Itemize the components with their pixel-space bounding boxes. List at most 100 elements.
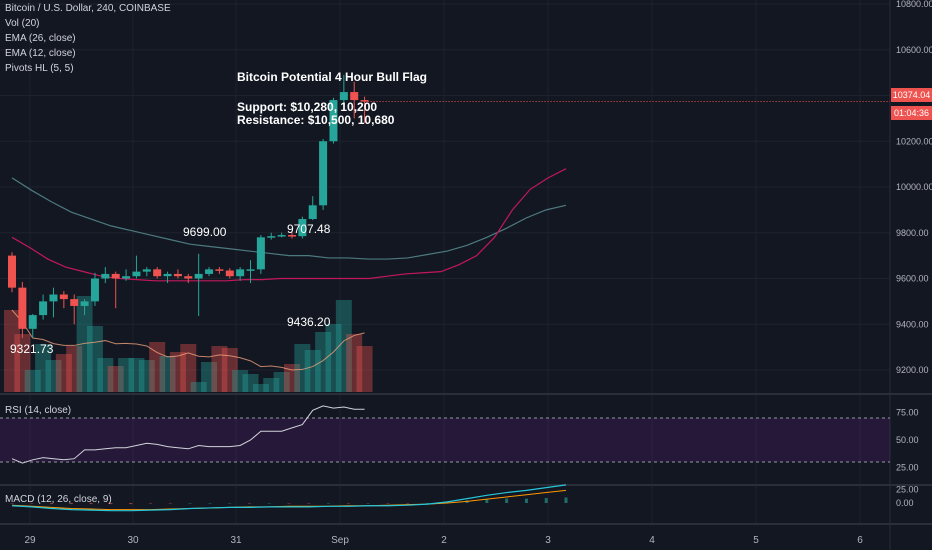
macd-line [11,484,567,512]
volume-bar [180,344,197,392]
x-tick-label: 6 [857,535,863,546]
volume-ma-line [11,309,365,371]
y-tick-label: 9800.00 [896,228,929,238]
volume-bar [304,350,321,392]
volume-bar [283,364,300,392]
volume-bar [346,334,363,392]
candle-body [267,236,276,238]
rsi-tick-label: 25.00 [896,463,919,473]
macd-histogram-bar [524,498,528,503]
candle-body [277,235,286,237]
macd-histogram-bar [10,503,14,504]
chart-legend: Bitcoin / U.S. Dollar, 240, COINBASE Vol… [5,1,171,76]
volume-bar [4,310,20,392]
candle-body [287,235,296,237]
macd-histogram-bar [327,503,331,504]
x-tick-label: 31 [230,535,242,546]
candle-body [319,141,328,206]
candle-body [28,315,37,329]
rsi-tick-label: 75.00 [896,408,919,418]
volume-bar [201,362,218,392]
pivot-high-label: 9699.00 [183,225,227,239]
candle-body [132,271,141,277]
volume-bar [55,354,72,392]
volume-bar [252,384,269,392]
volume-bar [128,358,145,392]
macd-histogram-bar [208,503,212,504]
x-tick-label: 30 [127,535,139,546]
rsi-label: RSI (14, close) [5,405,72,416]
macd-histogram-bar [366,503,370,504]
volume-bar [232,370,249,392]
macd-histogram-bar [485,499,489,503]
volume-bar [45,360,62,392]
volume-bar [221,348,238,392]
volume-bar [66,346,83,392]
current-price-tag: 10374.04 [891,88,932,102]
candle-body [173,273,182,277]
candle-body [59,294,68,300]
rsi-tick-label: 50.00 [896,435,919,445]
y-tick-label: 9600.00 [896,274,929,284]
countdown-tag: 01:04:36 [891,106,932,120]
annotation-resistance: Resistance: $10,500, 10,680 [237,113,395,127]
legend-symbol: Bitcoin / U.S. Dollar, 240, COINBASE [5,3,171,14]
candle-body [329,100,338,142]
macd-histogram-bar [307,503,311,504]
candle-body [194,273,203,279]
candle-body [236,269,245,277]
macd-histogram-bar [564,497,568,503]
pivot-low-label: 9436.20 [287,315,331,329]
volume-bar [14,334,31,392]
candle-body [80,301,89,306]
volume-bar [169,352,186,392]
volume-bar [159,356,176,392]
volume-bar [335,300,352,392]
y-tick-label: 10800.00 [896,0,932,9]
macd-label: MACD (12, 26, close, 9) [5,494,112,505]
annotation-title: Bitcoin Potential 4 Hour Bull Flag [237,70,428,84]
pivot-high-label: 9707.48 [287,222,331,236]
x-tick-label: Sep [331,535,349,546]
macd-histogram-bar [406,503,410,504]
x-tick-label: 5 [753,535,759,546]
candle-body [142,269,151,272]
macd-histogram-bar [346,503,350,504]
x-tick-label: 2 [441,535,447,546]
volume-bar [263,378,280,392]
legend-ema12: EMA (12, close) [5,48,76,59]
macd-histogram-bar [89,503,93,505]
macd-histogram-bar [505,498,509,503]
candle-body [39,301,48,316]
candle-body [298,219,307,237]
y-tick-label: 9400.00 [896,319,929,329]
x-tick-label: 29 [24,535,36,546]
candle-body [111,273,120,279]
candle-body [122,276,131,279]
macd-histogram-bar [30,503,34,504]
candle-body [70,299,79,306]
macd-histogram-bar [129,503,133,505]
y-tick-label: 10200.00 [896,136,932,146]
macd-histogram-bar [69,503,73,505]
candle-body [308,205,317,220]
volume-bar [24,370,41,392]
candle-body [101,273,110,279]
candle-body [163,273,172,277]
volume-bar [107,366,124,392]
volume-bar [211,346,228,392]
y-tick-label: 9200.00 [896,365,929,375]
candle-body [8,255,16,288]
macd-tick-label: 0.00 [896,498,914,508]
x-tick-label: 4 [649,535,655,546]
candle-body [153,269,162,277]
rsi-band [0,418,890,462]
macd-histogram-bar [50,503,54,505]
ema26-line [11,177,567,260]
macd-histogram-bar [247,503,251,504]
candle-body [205,269,214,274]
macd-histogram-bar [386,503,390,504]
candle-body [246,269,255,271]
annotation-support: Support: $10,280, 10,200 [237,100,378,114]
